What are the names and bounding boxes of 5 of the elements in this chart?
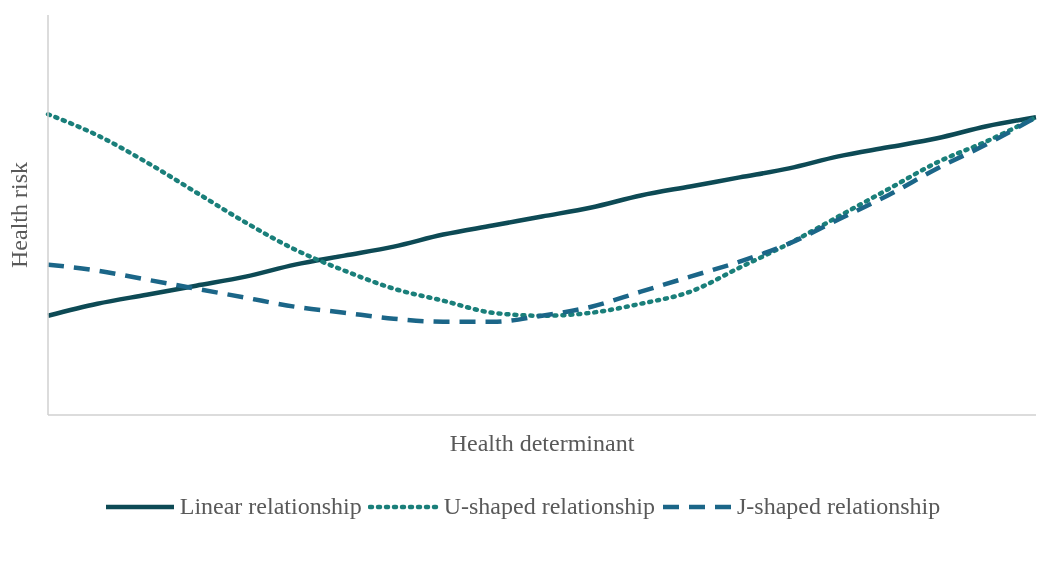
y-axis-title: Health risk [5, 162, 32, 268]
legend-label: Linear relationship [179, 493, 362, 520]
legend-label: U-shaped relationship [443, 493, 655, 520]
legend-label: J-shaped relationship [736, 493, 941, 520]
x-axis-title: Health determinant [449, 430, 635, 456]
